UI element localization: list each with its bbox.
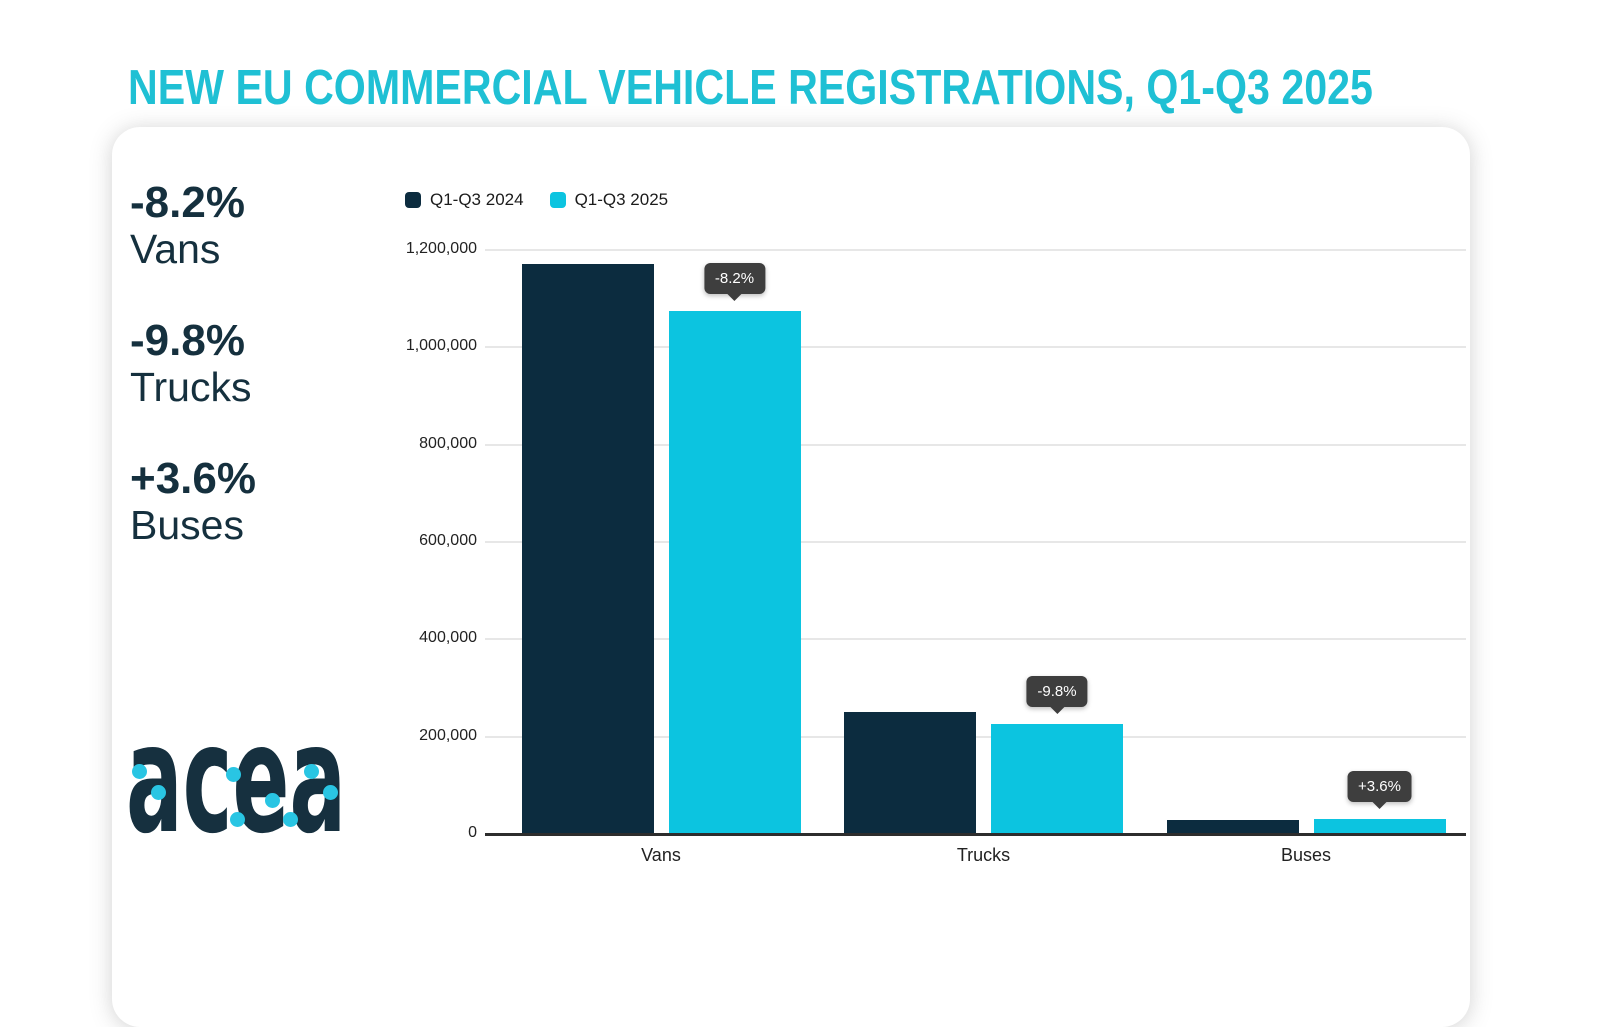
logo-dot [265,793,280,808]
legend-swatch [405,192,421,208]
gridline [485,249,1466,251]
stat-trucks-value: -9.8% [130,316,245,365]
stat-trucks: -9.8% Trucks [130,316,390,411]
legend-label: Q1-Q3 2024 [430,190,524,209]
y-axis-tick-label: 0 [468,824,477,841]
logo-dot [304,764,319,779]
legend-item-q1-q3-2025[interactable]: Q1-Q3 2025 [549,190,669,210]
y-axis-tick-label: 200,000 [419,726,477,744]
stat-buses-label: Buses [130,502,244,548]
change-tooltip: -8.2% [703,263,766,294]
bar-buses-q1-q3-2024[interactable] [1166,820,1299,833]
y-axis-tick-label: 1,200,000 [405,240,477,257]
bar-trucks-q1-q3-2024[interactable] [844,712,976,833]
bar-buses-q1-q3-2025[interactable] [1313,819,1446,833]
logo-dot [132,764,147,779]
y-axis-tick-label: 1,000,000 [405,337,477,355]
stat-buses: +3.6% Buses [130,454,390,549]
acea-logo: acea [126,692,356,867]
gridline [485,541,1466,543]
stat-vans-value: -8.2% [130,178,245,227]
legend-swatch [549,192,566,208]
stat-vans-label: Vans [130,226,221,272]
bar-trucks-q1-q3-2025[interactable] [991,724,1123,833]
x-axis-label-vans: Vans [641,845,681,865]
bar-vans-q1-q3-2025[interactable] [668,311,801,833]
logo-dot [230,812,245,827]
legend-item-q1-q3-2024[interactable]: Q1-Q3 2024 [405,190,524,210]
logo-dot [323,785,338,800]
change-tooltip: -9.8% [1026,676,1088,707]
summary-stats: -8.2% Vans -9.8% Trucks +3.6% Buses [130,180,390,594]
bar-chart: 0 200,000 400,000 600,000 800,000 1,000,000 1,… [0,0,1600,900]
logo-dot [226,767,241,782]
chart-legend: Q1-Q3 2024 Q1-Q3 2025 [405,190,668,210]
gridline [485,638,1466,641]
x-axis-label-trucks: Trucks [956,845,1011,865]
legend-label: Q1-Q3 2025 [574,190,669,209]
stat-trucks-label: Trucks [130,364,252,410]
logo-dot [151,785,166,800]
stat-buses-value: +3.6% [130,454,256,503]
page-title: NEW EU COMMERCIAL VEHICLE REGISTRATIONS,… [128,61,1373,115]
gridline [485,346,1466,349]
bar-vans-q1-q3-2024[interactable] [521,264,654,833]
y-axis-tick-label: 800,000 [419,434,477,452]
gridline [485,443,1466,446]
x-axis-label-buses: Buses [1280,845,1332,865]
infographic: NEW EU COMMERCIAL VEHICLE REGISTRATIONS,… [0,0,1600,900]
y-axis-tick-label: 600,000 [419,532,477,549]
change-tooltip: +3.6% [1347,771,1412,802]
logo-dot [283,812,298,827]
stat-vans: -8.2% Vans [130,178,390,273]
x-axis-line [485,833,1466,836]
y-axis-tick-label: 400,000 [419,629,477,647]
